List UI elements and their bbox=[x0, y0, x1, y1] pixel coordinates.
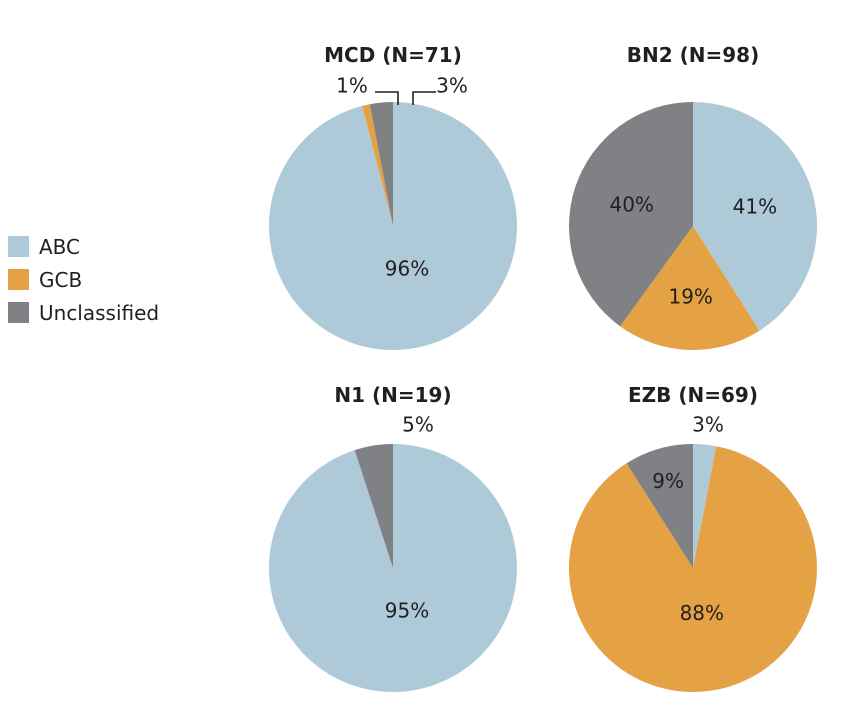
slice-label-gcb: 88% bbox=[680, 601, 724, 625]
pie-slice-abc bbox=[693, 102, 818, 331]
legend-item-unclassified: Unclassified bbox=[8, 296, 159, 329]
pie-chart-bn2: BN2 (N=98) 41% 19% 40% bbox=[568, 43, 818, 351]
slice-label-gcb: 1% bbox=[336, 74, 368, 98]
chart-title: MCD (N=71) bbox=[324, 43, 462, 67]
slice-label-unclassified: 40% bbox=[609, 193, 653, 217]
legend: ABC GCB Unclassified bbox=[8, 230, 159, 329]
legend-label-abc: ABC bbox=[39, 234, 81, 259]
pie-slice-gcb bbox=[568, 446, 817, 693]
slice-label-gcb: 19% bbox=[668, 284, 712, 308]
slice-label-unclassified: 5% bbox=[402, 413, 434, 437]
legend-item-abc: ABC bbox=[8, 230, 159, 263]
pie-slice-abc bbox=[269, 444, 518, 693]
chart-title: N1 (N=19) bbox=[334, 383, 451, 407]
legend-swatch-abc bbox=[8, 236, 29, 257]
slice-label-abc: 41% bbox=[733, 195, 777, 219]
legend-label-unclassified: Unclassified bbox=[39, 300, 160, 325]
pie-slice-gcb bbox=[620, 226, 760, 351]
leader-line-unclassified bbox=[412, 91, 436, 105]
legend-swatch-gcb bbox=[8, 269, 29, 290]
pie-chart-ezb: EZB (N=69) 3% 88% 9% bbox=[568, 383, 817, 693]
legend-swatch-unclassified bbox=[8, 302, 29, 323]
pie-slice-unclassified bbox=[626, 444, 693, 568]
leader-line-gcb bbox=[375, 91, 399, 105]
legend-item-gcb: GCB bbox=[8, 263, 159, 296]
slice-label-abc: 95% bbox=[385, 599, 429, 623]
legend-label-gcb: GCB bbox=[39, 267, 83, 292]
pie-slice-unclassified bbox=[568, 102, 693, 327]
pie-slice-unclassified bbox=[354, 444, 393, 568]
pie-slice-unclassified bbox=[369, 102, 393, 226]
slice-label-abc: 96% bbox=[385, 257, 429, 281]
slice-label-unclassified: 3% bbox=[436, 74, 468, 98]
slice-label-unclassified: 9% bbox=[652, 469, 684, 493]
chart-title: BN2 (N=98) bbox=[627, 43, 759, 67]
pie-chart-mcd: MCD (N=71) 96% 1% 3% bbox=[269, 43, 518, 350]
pie-slice-abc bbox=[269, 101, 518, 350]
chart-title: EZB (N=69) bbox=[628, 383, 758, 407]
pie-chart-n1: N1 (N=19) 95% 5% bbox=[269, 383, 518, 693]
slice-label-abc: 3% bbox=[692, 413, 724, 437]
pie-slice-abc bbox=[693, 444, 717, 568]
pie-slice-gcb bbox=[362, 104, 393, 226]
